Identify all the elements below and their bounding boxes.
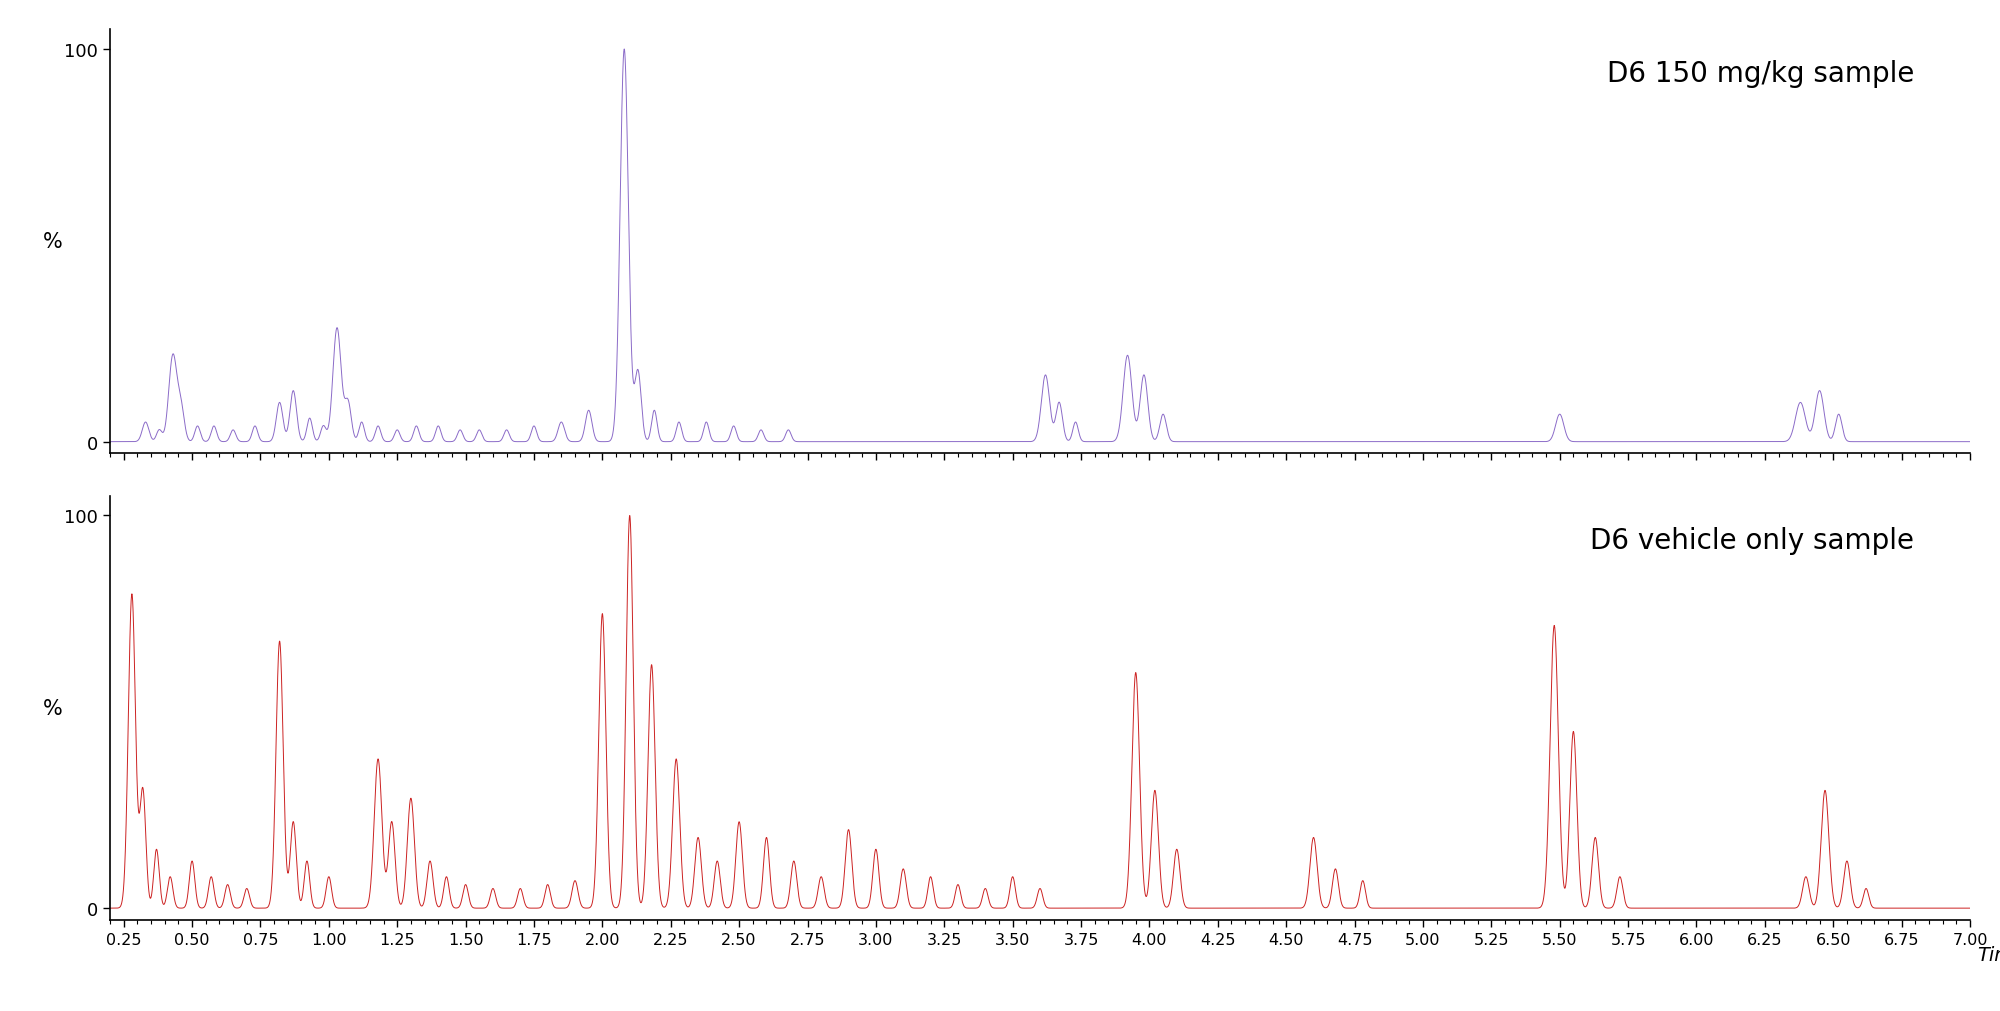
Y-axis label: %: %: [44, 699, 64, 718]
Text: D6 vehicle only sample: D6 vehicle only sample: [1590, 526, 1914, 554]
Text: Time: Time: [1976, 945, 2000, 963]
Text: D6 150 mg/kg sample: D6 150 mg/kg sample: [1606, 60, 1914, 88]
Y-axis label: %: %: [44, 233, 64, 252]
